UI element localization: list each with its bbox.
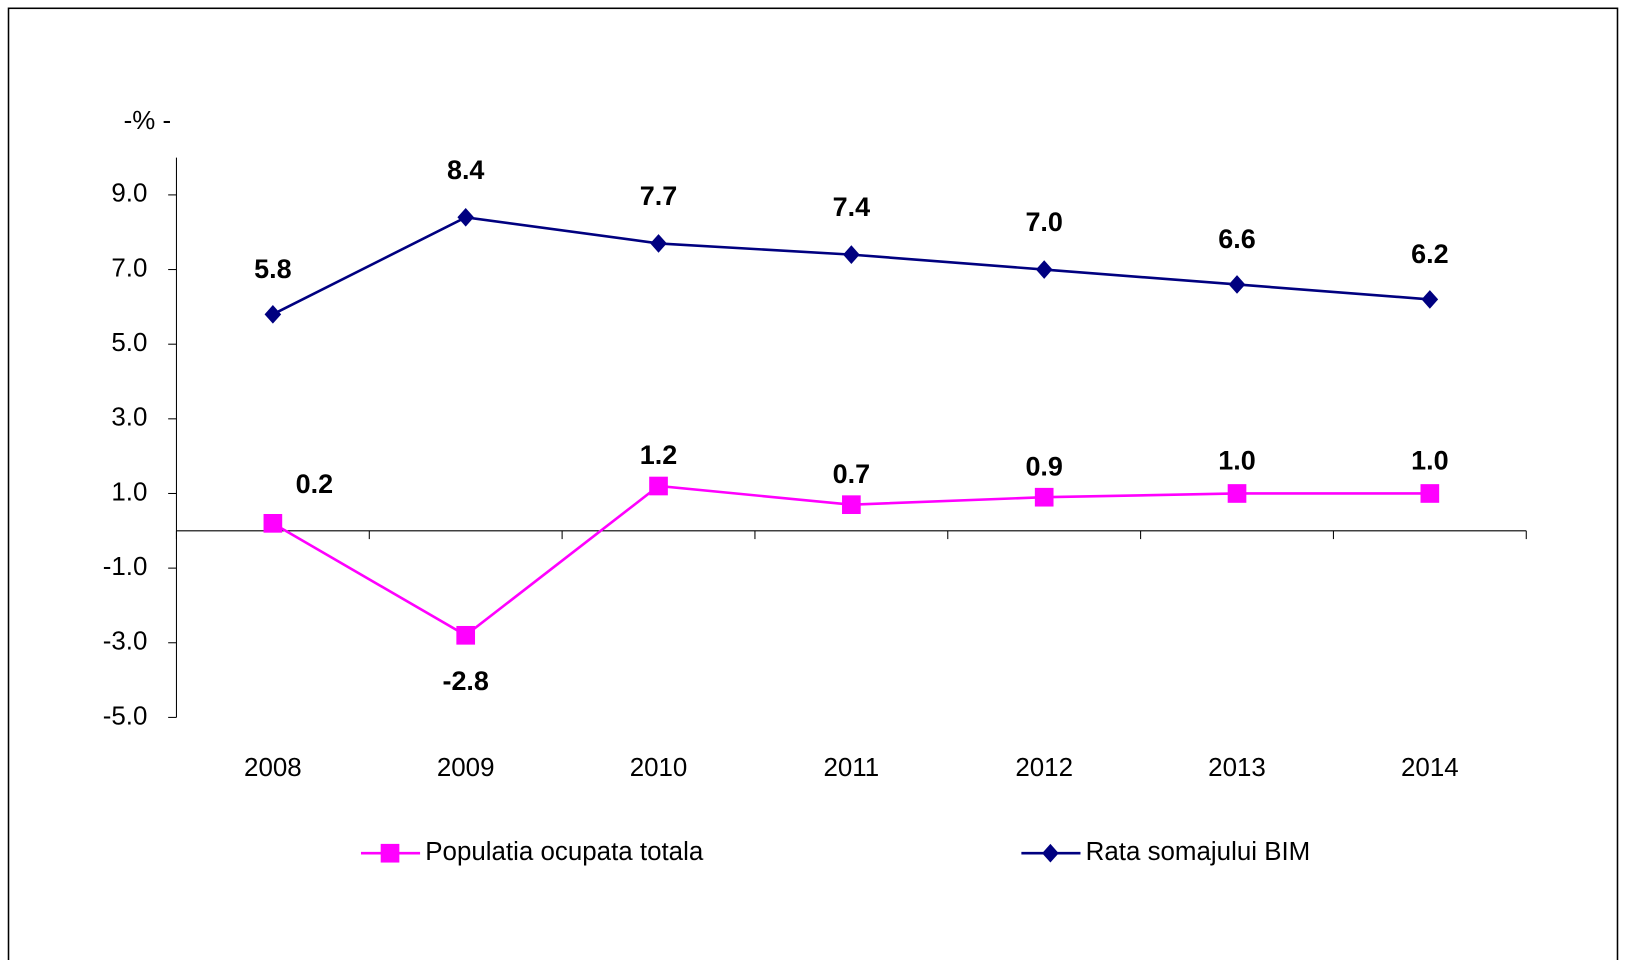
data-label: 7.4 <box>833 192 870 222</box>
data-point <box>1227 484 1247 503</box>
x-tick-label: 2013 <box>1208 754 1266 782</box>
series-line <box>272 215 1430 316</box>
data-point <box>649 476 668 496</box>
data-label: 5.8 <box>254 254 291 284</box>
data-label: 6.2 <box>1411 239 1448 269</box>
y-tick-label: 5.0 <box>111 329 147 357</box>
x-tick-label: 2008 <box>244 754 302 782</box>
x-tick-label: 2010 <box>630 754 688 782</box>
data-label: 0.2 <box>296 469 333 499</box>
chart-frame <box>7 7 1619 960</box>
data-point <box>842 495 861 515</box>
data-point <box>1420 484 1440 503</box>
data-point <box>456 625 476 645</box>
y-tick-label: -5.0 <box>103 702 148 730</box>
data-label: 7.7 <box>640 181 677 211</box>
y-tick-label: 1.0 <box>111 478 147 506</box>
data-point <box>1035 260 1053 279</box>
legend-label: Populatia ocupata totala <box>425 838 704 866</box>
y-tick-label: 7.0 <box>111 254 147 282</box>
x-tick-label: 2012 <box>1015 754 1073 782</box>
legend-label: Rata somajului BIM <box>1086 838 1311 866</box>
x-tick-label: 2009 <box>437 754 495 782</box>
data-point <box>264 305 282 324</box>
y-tick-label: -3.0 <box>103 628 148 656</box>
data-point <box>650 234 667 253</box>
data-label: 0.7 <box>833 459 870 489</box>
y-axis-label: -% - <box>124 107 172 135</box>
data-point <box>843 245 860 264</box>
data-point <box>457 207 474 227</box>
data-label: 7.0 <box>1025 207 1062 237</box>
data-label: 8.4 <box>447 155 484 185</box>
data-point <box>263 514 283 533</box>
data-label: -2.8 <box>442 666 488 696</box>
data-label: 1.0 <box>1218 446 1255 476</box>
data-label: 0.9 <box>1025 451 1062 481</box>
data-point <box>1034 487 1054 507</box>
x-tick-label: 2014 <box>1401 754 1459 782</box>
legend-marker <box>1042 843 1059 863</box>
y-tick-label: 3.0 <box>111 404 147 432</box>
x-tick-label: 2011 <box>823 754 879 782</box>
data-label: 1.0 <box>1411 446 1448 476</box>
data-point <box>1228 275 1246 294</box>
data-label: 6.6 <box>1218 224 1255 254</box>
data-point <box>1421 290 1439 309</box>
y-tick-label: 9.0 <box>111 180 147 208</box>
y-tick-label: -1.0 <box>103 553 148 581</box>
legend-marker <box>380 843 400 863</box>
data-label: 1.2 <box>640 440 677 470</box>
